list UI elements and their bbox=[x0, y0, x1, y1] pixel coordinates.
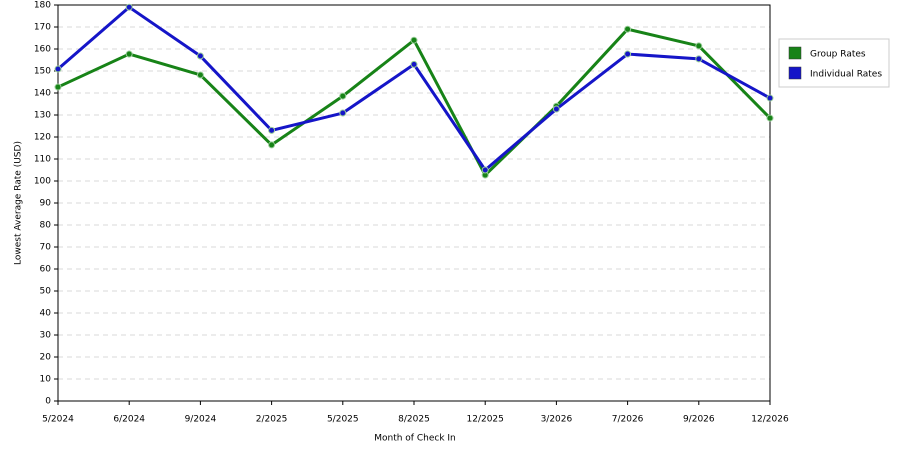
series-line bbox=[57, 27, 772, 177]
data-point bbox=[552, 105, 560, 113]
data-point bbox=[624, 25, 632, 33]
data-point bbox=[766, 114, 774, 122]
data-point bbox=[54, 83, 62, 91]
x-tick-label: 7/2026 bbox=[612, 415, 644, 425]
y-tick-label: 120 bbox=[34, 133, 51, 143]
data-point bbox=[410, 36, 418, 44]
legend-label: Group Rates bbox=[810, 50, 866, 60]
x-tick-label: 3/2026 bbox=[541, 415, 573, 425]
data-point bbox=[695, 42, 703, 50]
data-point bbox=[196, 52, 204, 60]
data-point bbox=[339, 109, 347, 117]
x-tick-label: 12/2026 bbox=[751, 415, 789, 425]
data-point bbox=[339, 92, 347, 100]
legend-swatch bbox=[788, 66, 802, 80]
y-tick-label: 150 bbox=[34, 67, 51, 77]
y-tick-label: 100 bbox=[34, 177, 51, 187]
y-tick-label: 60 bbox=[40, 265, 52, 275]
y-tick-label: 30 bbox=[40, 331, 52, 341]
x-tick-label: 12/2025 bbox=[467, 415, 504, 425]
y-tick-label: 140 bbox=[34, 89, 51, 99]
y-tick-label: 80 bbox=[40, 221, 52, 231]
y-tick-label: 180 bbox=[34, 1, 51, 11]
series-line bbox=[57, 5, 771, 172]
data-point bbox=[410, 60, 418, 68]
x-tick-label: 9/2024 bbox=[185, 415, 217, 425]
y-tick-label: 0 bbox=[45, 397, 51, 407]
x-tick-label: 5/2024 bbox=[42, 415, 74, 425]
data-point bbox=[695, 55, 703, 63]
y-tick-label: 170 bbox=[34, 23, 51, 33]
data-point bbox=[268, 126, 276, 134]
data-point bbox=[125, 50, 133, 58]
y-tick-label: 20 bbox=[40, 353, 52, 363]
legend-swatch bbox=[788, 46, 802, 60]
data-point bbox=[481, 166, 489, 174]
y-axis-label: Lowest Average Rate (USD) bbox=[14, 141, 24, 265]
y-tick-label: 40 bbox=[40, 309, 52, 319]
x-tick-label: 6/2024 bbox=[113, 415, 145, 425]
x-tick-label: 5/2025 bbox=[327, 415, 359, 425]
legend-box bbox=[778, 38, 890, 88]
data-point bbox=[54, 65, 62, 73]
y-tick-label: 110 bbox=[34, 155, 51, 165]
data-point bbox=[125, 3, 133, 11]
y-tick-label: 70 bbox=[40, 243, 52, 253]
y-tick-label: 130 bbox=[34, 111, 51, 121]
data-point bbox=[624, 50, 632, 58]
x-axis-label: Month of Check In bbox=[374, 434, 456, 444]
legend-label: Individual Rates bbox=[810, 70, 882, 80]
data-point bbox=[766, 94, 774, 102]
y-tick-label: 160 bbox=[34, 45, 51, 55]
x-tick-label: 9/2026 bbox=[683, 415, 715, 425]
data-point bbox=[268, 141, 276, 149]
data-point bbox=[196, 71, 204, 79]
x-tick-label: 8/2025 bbox=[398, 415, 430, 425]
x-tick-label: 2/2025 bbox=[256, 415, 288, 425]
y-tick-label: 50 bbox=[40, 287, 52, 297]
y-tick-label: 90 bbox=[40, 199, 52, 209]
y-tick-label: 10 bbox=[40, 375, 52, 385]
